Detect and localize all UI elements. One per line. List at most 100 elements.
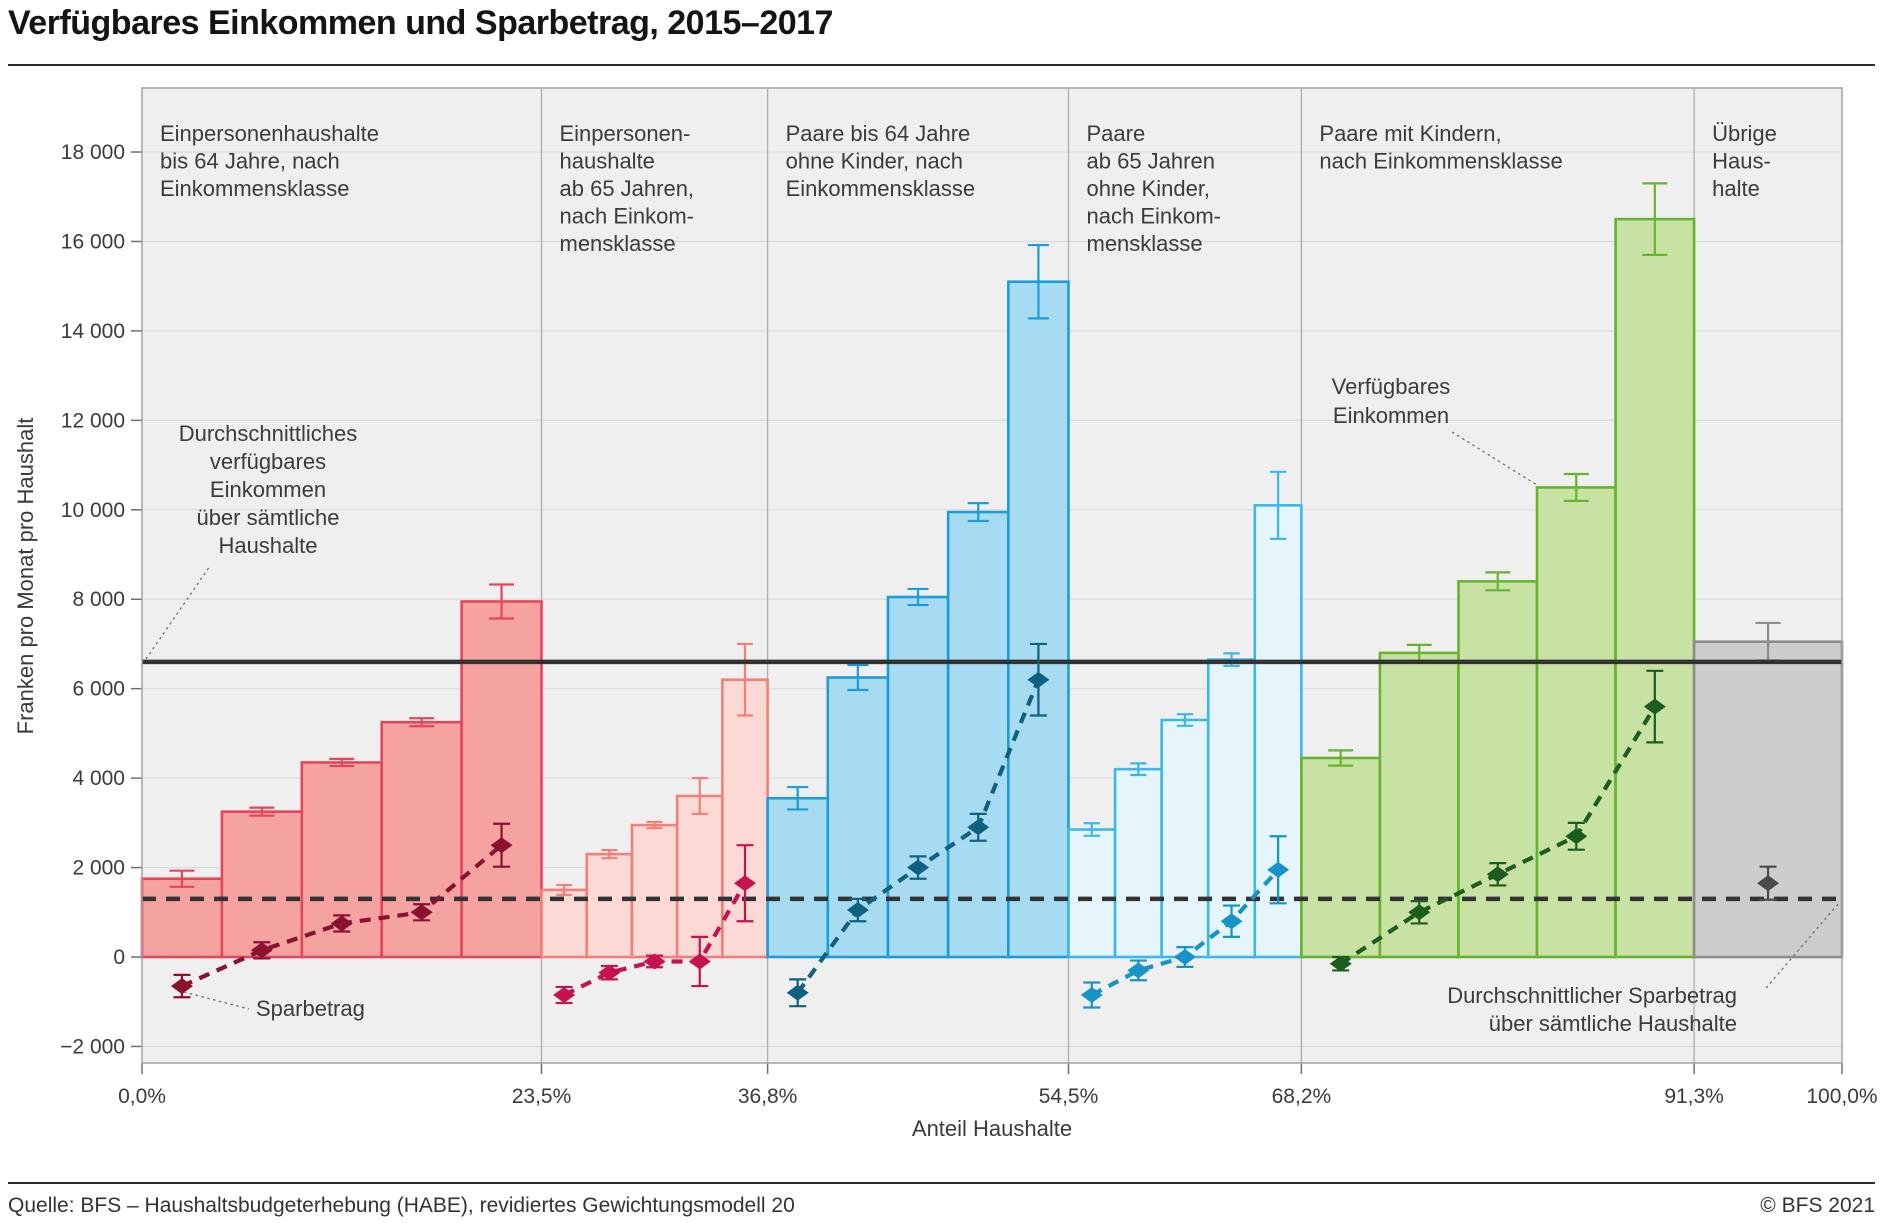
- savings-marker: [1486, 866, 1509, 883]
- income-bar: [380, 720, 463, 959]
- group-label-einpersonen-bis-64: bis 64 Jahre, nach: [160, 149, 340, 174]
- group-label-paare-ab-65: nach Einkom-: [1087, 204, 1222, 229]
- leader-line: [183, 991, 250, 1010]
- savings-marker: [1329, 955, 1352, 972]
- income-bar: [220, 810, 304, 959]
- group-label-uebrige-haushalte: Haus-: [1712, 149, 1771, 174]
- savings-marker: [1220, 913, 1243, 930]
- savings-marker: [733, 875, 756, 892]
- income-bar: [585, 852, 634, 959]
- y-tick-label: 2 000: [72, 857, 125, 880]
- savings-marker: [688, 953, 711, 970]
- copyright-text: © BFS 2021: [1760, 1194, 1875, 1217]
- income-bar: [1535, 486, 1617, 959]
- avg-income-label: über sämtliche: [196, 505, 339, 530]
- income-series-label: Einkommen: [1333, 403, 1449, 428]
- savings-marker: [786, 984, 809, 1001]
- y-tick-label: 14 000: [61, 320, 125, 343]
- y-tick-label: 0: [113, 946, 125, 969]
- x-tick-label: 36,8%: [738, 1085, 798, 1108]
- income-bar: [946, 510, 1010, 959]
- group-label-uebrige-haushalte: Übrige: [1712, 121, 1777, 146]
- income-bar: [766, 796, 830, 959]
- income-bar: [1692, 640, 1844, 959]
- savings-marker: [1027, 671, 1050, 688]
- avg-income-label: verfügbares: [210, 449, 326, 474]
- savings-series-label: Sparbetrag: [256, 996, 365, 1021]
- y-tick-label: 6 000: [72, 678, 125, 701]
- title-divider: [8, 64, 1875, 66]
- avg-income-label: Durchschnittliches: [179, 421, 358, 446]
- savings-marker: [907, 859, 930, 876]
- y-tick-label: −2 000: [60, 1035, 125, 1058]
- group-label-paare-bis-64: ohne Kinder, nach: [786, 149, 963, 174]
- x-tick-label: 100,0%: [1806, 1085, 1877, 1108]
- savings-marker: [1127, 962, 1150, 979]
- savings-marker: [410, 904, 433, 921]
- income-bar: [886, 595, 950, 959]
- group-label-einpersonen-bis-64: Einkommensklasse: [160, 176, 350, 201]
- group-label-paare-bis-64: Einkommensklasse: [786, 176, 976, 201]
- leader-line: [1765, 902, 1840, 989]
- income-bar: [1007, 280, 1070, 959]
- group-label-uebrige-haushalte: halte: [1712, 176, 1760, 201]
- group-label-paare-ab-65: ab 65 Jahren: [1087, 149, 1215, 174]
- group-label-paare-mit-kindern: Paare mit Kindern,: [1319, 121, 1501, 146]
- income-bar: [1614, 217, 1696, 959]
- income-bar: [675, 794, 724, 959]
- y-tick-label: 8 000: [72, 588, 125, 611]
- income-bar: [1300, 756, 1382, 959]
- x-tick-label: 23,5%: [512, 1085, 572, 1108]
- y-tick-label: 12 000: [61, 409, 125, 432]
- y-tick-label: 4 000: [72, 767, 125, 790]
- group-label-paare-ab-65: mensklasse: [1087, 231, 1203, 256]
- savings-marker: [1757, 875, 1780, 892]
- income-bar: [460, 600, 543, 959]
- savings-marker: [1080, 987, 1103, 1004]
- y-tick-label: 10 000: [61, 499, 125, 522]
- income-bar: [1457, 580, 1539, 959]
- income-bar: [1113, 767, 1163, 959]
- x-tick-label: 68,2%: [1272, 1085, 1332, 1108]
- savings-marker: [1643, 698, 1666, 715]
- savings-marker: [1408, 904, 1431, 921]
- savings-marker: [250, 942, 273, 959]
- avg-income-label: Haushalte: [218, 533, 317, 558]
- group-label-paare-bis-64: Paare bis 64 Jahre: [786, 121, 971, 146]
- income-series-label: Verfügbares: [1332, 374, 1451, 399]
- avg-savings-label: Durchschnittlicher Sparbetrag: [1447, 983, 1737, 1008]
- savings-marker: [1173, 949, 1196, 965]
- avg-savings-label: über sämtliche Haushalte: [1489, 1011, 1737, 1036]
- savings-marker: [330, 915, 353, 932]
- savings-marker: [598, 964, 621, 981]
- plot-frame: [141, 87, 1843, 1064]
- x-tick-label: 91,3%: [1664, 1085, 1724, 1108]
- y-tick-label: 18 000: [61, 141, 125, 164]
- group-label-einpersonen-bis-64: Einpersonenhaushalte: [160, 121, 379, 146]
- income-bar: [721, 678, 769, 959]
- group-label-paare-mit-kindern: nach Einkommensklasse: [1319, 149, 1562, 174]
- leader-line: [1451, 431, 1538, 486]
- savings-marker: [1565, 828, 1588, 845]
- group-label-einpersonen-ab-65: Einpersonen-: [560, 121, 691, 146]
- income-bar: [1067, 828, 1117, 959]
- income-bar: [140, 877, 224, 959]
- savings-marker: [967, 819, 990, 836]
- x-tick-label: 54,5%: [1039, 1085, 1099, 1108]
- savings-marker: [1267, 861, 1290, 878]
- income-bar: [1160, 718, 1210, 959]
- avg-income-label: Einkommen: [210, 477, 326, 502]
- source-text: Quelle: BFS – Haushaltsbudgeterhebung (H…: [8, 1194, 795, 1217]
- leader-line: [145, 565, 211, 660]
- x-tick-label: 0,0%: [118, 1085, 166, 1108]
- income-bar: [630, 823, 679, 959]
- chart-title: Verfügbares Einkommen und Sparbetrag, 20…: [8, 4, 833, 42]
- group-label-paare-ab-65: ohne Kinder,: [1087, 176, 1211, 201]
- footer-divider: [8, 1182, 1875, 1184]
- savings-marker: [170, 978, 193, 995]
- group-label-paare-ab-65: Paare: [1087, 121, 1146, 146]
- savings-marker: [846, 902, 869, 919]
- x-axis-title: Anteil Haushalte: [911, 1116, 1073, 1141]
